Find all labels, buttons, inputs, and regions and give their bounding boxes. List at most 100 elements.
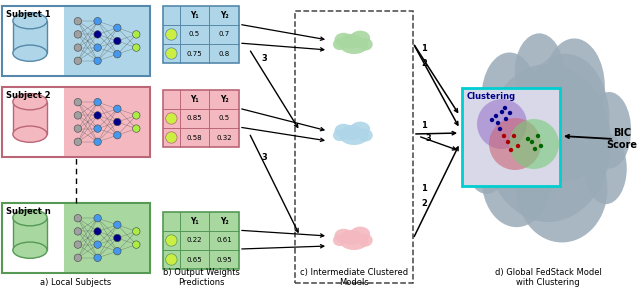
Text: Clustering: Clustering <box>467 92 516 101</box>
Circle shape <box>132 241 140 248</box>
Ellipse shape <box>516 135 607 242</box>
Text: Y₁: Y₁ <box>190 217 199 226</box>
Circle shape <box>74 228 81 235</box>
Circle shape <box>74 214 81 222</box>
Text: 0.58: 0.58 <box>187 134 202 141</box>
FancyBboxPatch shape <box>163 212 239 269</box>
Circle shape <box>490 118 494 122</box>
Circle shape <box>94 138 101 146</box>
Circle shape <box>539 144 543 148</box>
FancyBboxPatch shape <box>2 6 150 76</box>
Text: Y₁: Y₁ <box>190 11 199 20</box>
Ellipse shape <box>543 38 605 135</box>
Circle shape <box>94 125 101 132</box>
Circle shape <box>74 254 81 262</box>
Ellipse shape <box>358 234 372 246</box>
Ellipse shape <box>333 38 346 50</box>
Text: a) Local Subjects: a) Local Subjects <box>40 278 111 287</box>
Bar <box>64 204 149 272</box>
Circle shape <box>502 134 506 138</box>
Circle shape <box>114 105 121 113</box>
Ellipse shape <box>335 229 353 242</box>
Text: 2: 2 <box>421 199 427 208</box>
Circle shape <box>74 138 81 146</box>
Text: 0.95: 0.95 <box>216 256 232 262</box>
Circle shape <box>74 98 81 106</box>
Circle shape <box>532 147 537 151</box>
Circle shape <box>74 17 81 25</box>
Text: 0.22: 0.22 <box>187 237 202 244</box>
Circle shape <box>114 221 121 228</box>
Text: BIC
Score: BIC Score <box>607 128 637 150</box>
Circle shape <box>94 112 101 119</box>
Circle shape <box>114 50 121 58</box>
Ellipse shape <box>350 227 370 241</box>
Circle shape <box>132 31 140 38</box>
Text: b) Output Weights
Predictions: b) Output Weights Predictions <box>163 268 239 287</box>
Circle shape <box>503 106 507 110</box>
Ellipse shape <box>340 232 368 250</box>
Circle shape <box>114 24 121 31</box>
Circle shape <box>94 17 101 25</box>
Circle shape <box>132 112 140 119</box>
Circle shape <box>496 121 500 125</box>
Circle shape <box>498 127 502 131</box>
Circle shape <box>74 44 81 51</box>
Circle shape <box>166 132 177 143</box>
Text: Y₂: Y₂ <box>220 95 228 104</box>
Ellipse shape <box>481 52 538 142</box>
Ellipse shape <box>340 36 368 54</box>
Circle shape <box>114 247 121 255</box>
Circle shape <box>509 148 513 152</box>
Circle shape <box>74 112 81 119</box>
Text: 1: 1 <box>421 44 427 53</box>
Ellipse shape <box>335 124 353 137</box>
Text: Subject n: Subject n <box>6 207 51 216</box>
Text: c) Intermediate Clustered
Models: c) Intermediate Clustered Models <box>300 268 408 287</box>
FancyBboxPatch shape <box>462 88 560 186</box>
Text: 0.5: 0.5 <box>219 116 230 122</box>
Bar <box>64 88 149 156</box>
Circle shape <box>166 48 177 59</box>
Circle shape <box>94 57 101 65</box>
Circle shape <box>516 144 520 148</box>
Circle shape <box>74 57 81 65</box>
Circle shape <box>166 113 177 124</box>
Circle shape <box>530 140 534 144</box>
Text: 0.5: 0.5 <box>189 31 200 38</box>
Ellipse shape <box>358 129 372 142</box>
Text: Y₁: Y₁ <box>190 95 199 104</box>
Ellipse shape <box>522 54 609 181</box>
Ellipse shape <box>341 230 362 245</box>
Ellipse shape <box>340 127 368 145</box>
Text: Subject 1: Subject 1 <box>6 10 51 19</box>
Bar <box>13 102 47 134</box>
Ellipse shape <box>515 33 564 110</box>
Circle shape <box>94 254 101 262</box>
Bar <box>64 7 149 75</box>
Circle shape <box>94 44 101 51</box>
Circle shape <box>94 241 101 248</box>
Ellipse shape <box>13 210 47 226</box>
Circle shape <box>114 37 121 45</box>
Circle shape <box>508 111 512 115</box>
Text: 3: 3 <box>425 134 431 143</box>
Circle shape <box>114 234 121 242</box>
FancyBboxPatch shape <box>2 203 150 273</box>
Circle shape <box>536 134 540 138</box>
Ellipse shape <box>333 235 346 246</box>
Circle shape <box>506 140 510 144</box>
Ellipse shape <box>13 242 47 258</box>
Text: 0.32: 0.32 <box>216 134 232 141</box>
Text: 0.61: 0.61 <box>216 237 232 244</box>
Ellipse shape <box>341 34 362 49</box>
Ellipse shape <box>588 92 631 168</box>
FancyBboxPatch shape <box>163 6 239 63</box>
Text: 0.85: 0.85 <box>187 116 202 122</box>
Text: 3: 3 <box>261 54 267 63</box>
Ellipse shape <box>464 118 509 194</box>
FancyBboxPatch shape <box>2 87 150 157</box>
Ellipse shape <box>585 133 627 204</box>
Text: 0.65: 0.65 <box>187 256 202 262</box>
Circle shape <box>114 132 121 139</box>
